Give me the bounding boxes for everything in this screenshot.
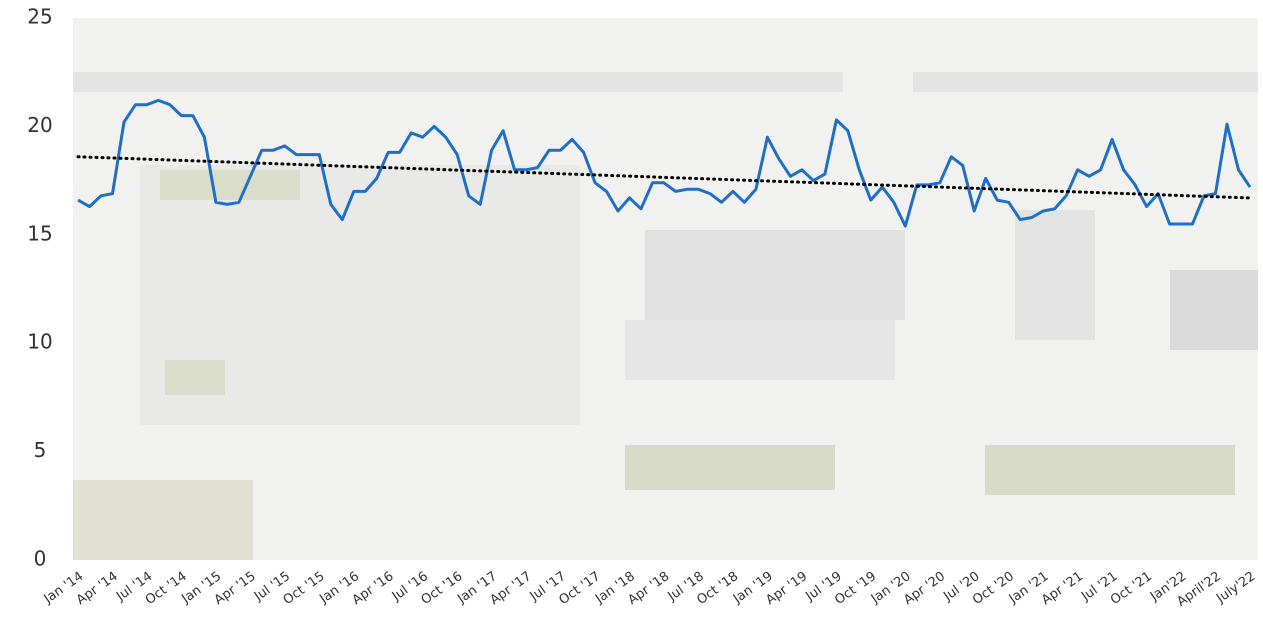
- y-tick-label: 10: [27, 330, 52, 354]
- x-tick-label: July'22: [1213, 569, 1258, 607]
- trend-line: [76, 155, 1252, 200]
- y-tick-label: 0: [34, 547, 47, 571]
- y-tick-label: 20: [27, 113, 52, 137]
- data-line: [77, 98, 1252, 228]
- y-tick-label: 25: [27, 5, 52, 29]
- y-tick-label: 15: [27, 221, 52, 245]
- background-photo: [73, 18, 1258, 560]
- y-tick-label: 5: [34, 438, 47, 462]
